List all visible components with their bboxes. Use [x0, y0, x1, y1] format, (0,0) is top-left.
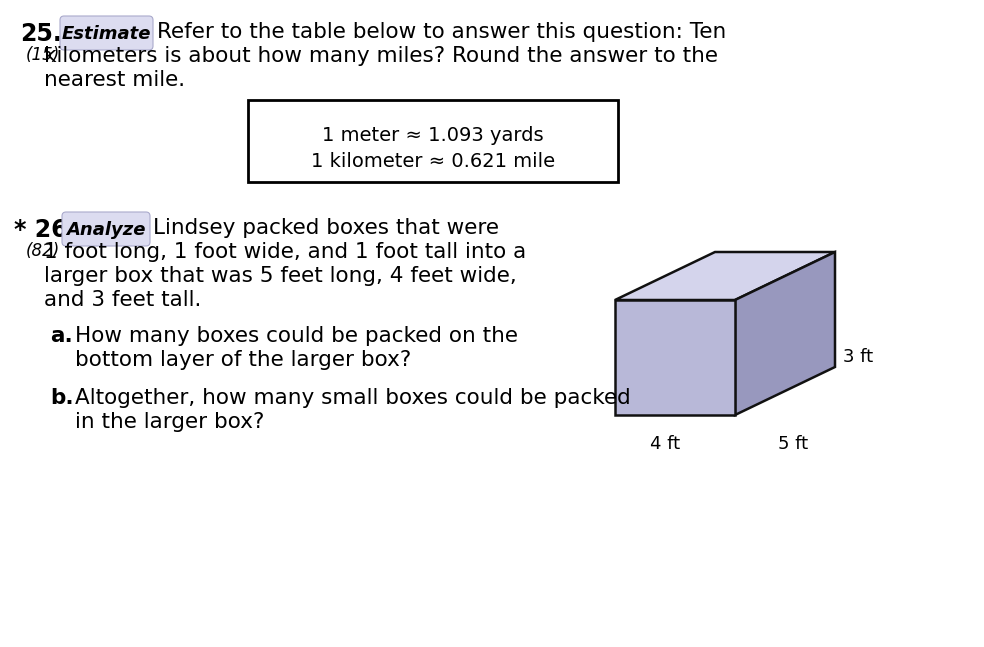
Text: and 3 feet tall.: and 3 feet tall.: [44, 290, 202, 310]
Text: * 26.: * 26.: [14, 218, 77, 242]
Text: larger box that was 5 feet long, 4 feet wide,: larger box that was 5 feet long, 4 feet …: [44, 266, 517, 286]
Text: Lindsey packed boxes that were: Lindsey packed boxes that were: [153, 218, 499, 238]
Polygon shape: [735, 252, 835, 415]
Text: 1 kilometer ≈ 0.621 mile: 1 kilometer ≈ 0.621 mile: [311, 152, 555, 171]
Text: How many boxes could be packed on the: How many boxes could be packed on the: [75, 326, 518, 346]
Text: 1 foot long, 1 foot wide, and 1 foot tall into a: 1 foot long, 1 foot wide, and 1 foot tal…: [44, 242, 526, 262]
FancyBboxPatch shape: [62, 212, 150, 246]
FancyBboxPatch shape: [248, 100, 618, 182]
Text: (82): (82): [26, 242, 60, 260]
Text: Estimate: Estimate: [62, 25, 152, 43]
Text: bottom layer of the larger box?: bottom layer of the larger box?: [75, 350, 411, 370]
Text: 3 ft: 3 ft: [843, 349, 873, 366]
Text: (15): (15): [26, 46, 60, 64]
Text: Refer to the table below to answer this question: Ten: Refer to the table below to answer this …: [157, 22, 726, 42]
Polygon shape: [615, 300, 735, 415]
Polygon shape: [615, 252, 835, 300]
Text: 5 ft: 5 ft: [778, 435, 808, 453]
Text: b.: b.: [50, 388, 74, 408]
FancyBboxPatch shape: [60, 16, 153, 50]
Text: 25.: 25.: [20, 22, 62, 46]
Text: Altogether, how many small boxes could be packed: Altogether, how many small boxes could b…: [75, 388, 631, 408]
Text: Analyze: Analyze: [66, 221, 146, 239]
Text: nearest mile.: nearest mile.: [44, 70, 185, 90]
Text: 4 ft: 4 ft: [650, 435, 680, 453]
Text: in the larger box?: in the larger box?: [75, 412, 265, 432]
Text: a.: a.: [50, 326, 73, 346]
Text: kilometers is about how many miles? Round the answer to the: kilometers is about how many miles? Roun…: [44, 46, 718, 66]
Text: 1 meter ≈ 1.093 yards: 1 meter ≈ 1.093 yards: [322, 126, 544, 145]
